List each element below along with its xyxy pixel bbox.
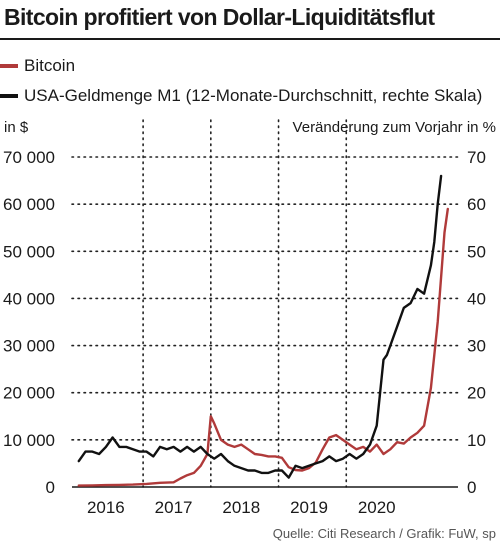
y-right-tick-label: 10 — [467, 431, 486, 450]
y-left-tick-label: 0 — [46, 478, 55, 497]
x-tick-label: 2016 — [87, 498, 125, 517]
series-line-bitcoin — [77, 207, 449, 487]
title-rule — [0, 38, 500, 40]
legend-label-bitcoin: Bitcoin — [24, 56, 76, 75]
x-tick-label: 2020 — [358, 498, 396, 517]
y-right-tick-label: 20 — [467, 384, 486, 403]
y-left-tick-label: 30 000 — [3, 337, 55, 356]
series-line-m1 — [77, 174, 443, 479]
x-tick-label: 2018 — [222, 498, 260, 517]
x-tick-label: 2017 — [155, 498, 193, 517]
y-right-tick-label: 70 — [467, 148, 486, 167]
chart-title: Bitcoin profitiert von Dollar-Liquidität… — [4, 4, 435, 30]
y-right-tick-label: 50 — [467, 242, 486, 261]
source-note: Quelle: Citi Research / Grafik: FuW, sp — [272, 526, 496, 541]
legend-swatch-m1 — [0, 94, 18, 98]
y-left-tick-label: 70 000 — [3, 148, 55, 167]
y-left-tick-label: 50 000 — [3, 242, 55, 261]
legend-label-m1: USA-Geldmenge M1 (12-Monate-Durchschnitt… — [24, 86, 483, 105]
y-right-tick-label: 0 — [467, 478, 476, 497]
legend-item-bitcoin: Bitcoin — [0, 56, 75, 76]
y-left-tick-label: 60 000 — [3, 195, 55, 214]
y-left-tick-label: 40 000 — [3, 289, 55, 308]
legend-swatch-bitcoin — [0, 64, 18, 68]
y-right-tick-label: 40 — [467, 289, 486, 308]
y-right-axis-label: Veränderung zum Vorjahr in % — [293, 119, 496, 136]
y-left-tick-label: 20 000 — [3, 384, 55, 403]
legend-item-m1: USA-Geldmenge M1 (12-Monate-Durchschnitt… — [0, 86, 482, 106]
y-left-axis-label: in $ — [4, 119, 29, 136]
y-right-tick-label: 30 — [467, 337, 486, 356]
x-tick-label: 2019 — [290, 498, 328, 517]
y-right-tick-label: 60 — [467, 195, 486, 214]
y-left-tick-label: 10 000 — [3, 431, 55, 450]
